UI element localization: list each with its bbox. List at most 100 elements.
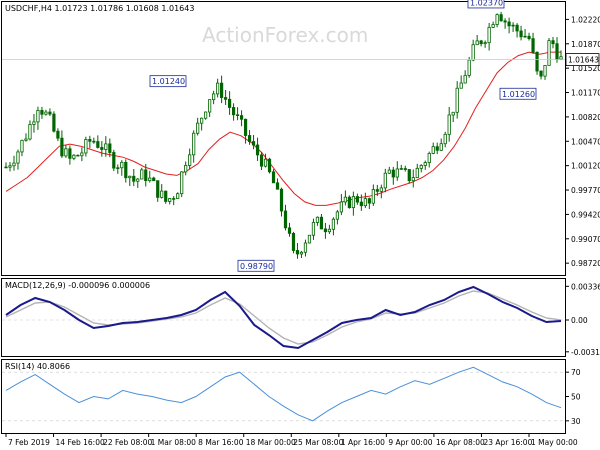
macd-tick-label: 0.00 (571, 316, 588, 325)
candle-body (220, 82, 224, 98)
candle-body (172, 198, 176, 200)
price-tick-label: 0.99770 (571, 186, 600, 195)
candle-body (459, 82, 463, 89)
candle-body (124, 161, 128, 179)
price-tick-label: 1.01170 (571, 89, 600, 98)
candle-body (435, 146, 439, 151)
annotation-box (467, 0, 505, 9)
candle-body (156, 180, 160, 198)
candle-body (263, 158, 268, 167)
candle-body (371, 189, 375, 204)
price-candles (4, 11, 563, 259)
candle-body (519, 30, 523, 38)
candle-body (116, 167, 120, 169)
candle-body (431, 146, 435, 154)
macd-axis: 0.003368 0.00 -0.003181 (2, 282, 600, 357)
macd-signal-line (5, 290, 562, 345)
macd-tick-label: 0.003368 (571, 282, 600, 291)
time-tick-label: 8 Mar 16:00 (198, 438, 244, 447)
candle-body (535, 51, 539, 72)
rsi-line (5, 366, 562, 422)
price-panel-frame (1, 1, 566, 276)
candle-body (32, 121, 36, 125)
candle-body (555, 43, 559, 60)
annotation-box (499, 87, 537, 100)
price-tick-label: 1.02220 (571, 15, 600, 24)
candle-body (523, 35, 527, 38)
candle-body (267, 158, 272, 173)
rsi-tick-label: 30 (571, 417, 581, 426)
candle-body (148, 177, 152, 182)
candle-body (527, 35, 531, 40)
time-tick-label: 16 Apr 08:00 (436, 438, 485, 447)
candle-body (447, 114, 451, 135)
candle-body (399, 168, 403, 170)
candle-body (180, 171, 184, 195)
candle-body (192, 132, 196, 156)
price-axis: 1.02220 1.01870 1.01520 1.01170 1.00820 1.004… (565, 15, 600, 268)
candle-body (299, 251, 304, 255)
candle-body (255, 144, 260, 156)
candle-body (315, 216, 320, 223)
current-price-label: 1.01643 (568, 56, 599, 65)
candle-body (36, 109, 40, 123)
candle-body (475, 40, 479, 46)
candle-body (383, 172, 387, 189)
candle-body (112, 152, 116, 169)
candle-body (279, 188, 284, 212)
macd-panel-frame (1, 278, 566, 357)
candle-body (471, 44, 475, 61)
candle-body (359, 201, 363, 207)
candle-body (311, 222, 316, 236)
candle-body (547, 40, 551, 66)
candle-body (491, 24, 495, 28)
candle-body (44, 111, 48, 115)
candle-body (463, 74, 467, 84)
rsi-header: RSI(14) 40.8066 (5, 362, 70, 371)
price-tick-label: 0.99420 (571, 210, 600, 219)
candle-body (160, 190, 164, 198)
candle-body (495, 14, 499, 25)
candle-body (479, 40, 483, 45)
candle-body (339, 201, 343, 213)
candle-body (48, 111, 52, 115)
candle-body (355, 196, 359, 203)
candle-body (104, 143, 108, 150)
candle-body (4, 166, 8, 169)
candle-body (200, 117, 204, 124)
time-tick-label: 22 Feb 08:00 (103, 438, 152, 447)
candle-body (487, 26, 491, 44)
candle-body (88, 139, 92, 142)
candle-body (235, 114, 240, 117)
candle-body (531, 38, 535, 53)
candle-body (283, 210, 288, 229)
candle-body (343, 196, 347, 203)
time-tick-label: 18 Mar 00:00 (246, 438, 296, 447)
candle-body (539, 70, 543, 77)
candle-body (287, 227, 292, 234)
rsi-tick-label: 50 (571, 393, 581, 402)
candle-body (24, 138, 28, 141)
candle-body (379, 187, 383, 192)
annotation-label: 1.01240 (152, 77, 185, 86)
candle-body (231, 107, 236, 116)
candle-body (351, 196, 355, 209)
candle-body (347, 196, 351, 209)
candle-body (144, 169, 148, 182)
candle-body (307, 234, 312, 244)
current-price-box (565, 53, 600, 66)
price-header: USDCHF,H4 1.01723 1.01786 1.01608 1.0164… (5, 4, 194, 13)
candle-body (419, 165, 423, 169)
candle-body (507, 21, 511, 27)
rsi-path (5, 366, 562, 422)
candle-body (271, 171, 276, 184)
candle-body (295, 250, 300, 255)
candle-body (423, 162, 427, 166)
candle-body (407, 169, 411, 182)
price-tick-label: 1.00120 (571, 162, 600, 171)
candle-body (375, 189, 379, 192)
candle-body (443, 133, 447, 145)
candle-body (128, 175, 132, 179)
candle-body (451, 111, 455, 116)
